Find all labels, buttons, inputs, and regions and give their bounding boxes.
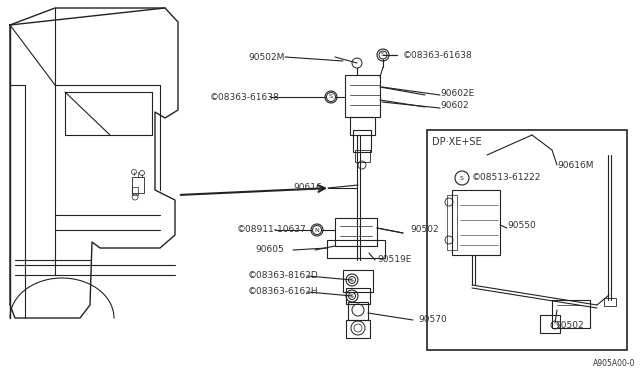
Bar <box>348 302 368 320</box>
Bar <box>350 117 375 135</box>
Bar <box>427 130 627 350</box>
Text: 90502: 90502 <box>410 225 438 234</box>
Text: N: N <box>315 228 319 232</box>
Bar <box>604 298 616 306</box>
Text: ©08363-61638: ©08363-61638 <box>403 51 473 60</box>
Bar <box>447 195 457 250</box>
Text: ©08363-6162H: ©08363-6162H <box>248 288 319 296</box>
Polygon shape <box>10 8 178 318</box>
Bar <box>132 187 138 195</box>
Bar <box>335 218 377 246</box>
Bar <box>353 130 371 152</box>
Bar <box>346 288 370 304</box>
Bar <box>343 270 373 292</box>
Text: A905A00-0: A905A00-0 <box>593 359 635 368</box>
Text: ©08363-61638: ©08363-61638 <box>210 93 280 102</box>
Bar <box>552 300 590 328</box>
Bar <box>327 240 385 258</box>
Text: S: S <box>381 52 385 58</box>
Text: S: S <box>460 176 464 180</box>
Bar <box>346 320 370 338</box>
Bar <box>452 190 500 255</box>
Bar <box>345 75 380 117</box>
Text: ©08911-10637: ©08911-10637 <box>237 225 307 234</box>
Text: S: S <box>350 294 354 298</box>
Text: 90502: 90502 <box>555 321 584 330</box>
Text: 90605: 90605 <box>255 246 284 254</box>
Text: 90570: 90570 <box>418 315 447 324</box>
Text: ©08513-61222: ©08513-61222 <box>472 173 541 183</box>
Text: DP·XE+SE: DP·XE+SE <box>432 137 482 147</box>
Text: 90602: 90602 <box>440 100 468 109</box>
Text: 90519E: 90519E <box>377 256 412 264</box>
Text: S: S <box>350 278 354 282</box>
Text: S: S <box>329 94 333 99</box>
Text: 90602E: 90602E <box>440 89 474 97</box>
Bar <box>540 315 560 333</box>
Bar <box>132 177 144 193</box>
Text: 90550: 90550 <box>507 221 536 230</box>
Bar <box>355 150 370 162</box>
Text: ©08363-8162D: ©08363-8162D <box>248 272 319 280</box>
Text: 90616M: 90616M <box>557 160 593 170</box>
Text: 90502M: 90502M <box>248 52 285 61</box>
Text: 90616: 90616 <box>293 183 322 192</box>
